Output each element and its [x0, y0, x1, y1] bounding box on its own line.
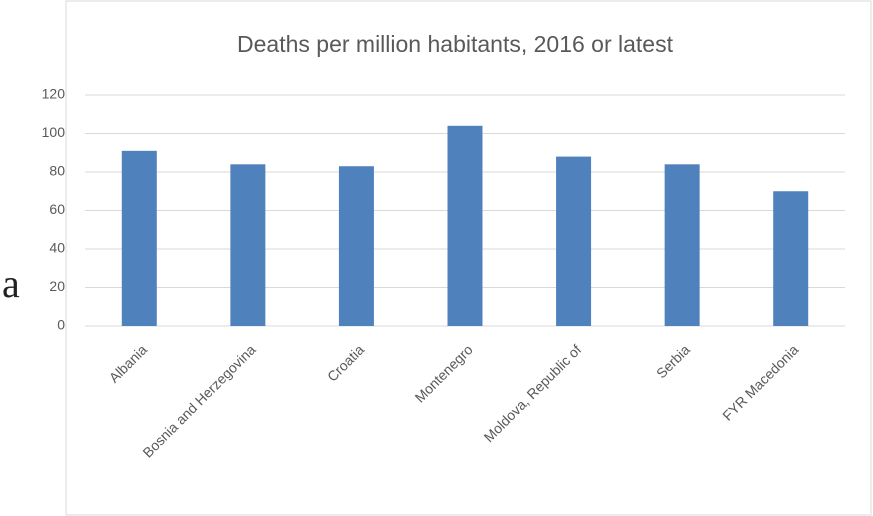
bar	[664, 164, 700, 326]
y-tick-label: 20	[49, 278, 65, 294]
y-tick-label: 60	[49, 201, 65, 217]
y-tick-label: 120	[42, 86, 66, 102]
y-tick-label: 40	[49, 240, 65, 256]
bar	[230, 164, 266, 326]
bar	[773, 191, 809, 326]
y-tick-label: 100	[42, 124, 66, 140]
y-tick-label: 80	[49, 163, 65, 179]
bar	[121, 150, 157, 326]
chart-title: Deaths per million habitants, 2016 or la…	[237, 31, 674, 57]
y-tick-label: 0	[57, 317, 65, 333]
bar	[556, 156, 592, 326]
bar	[447, 125, 483, 326]
bar	[338, 166, 374, 326]
background-text: a	[2, 261, 20, 306]
